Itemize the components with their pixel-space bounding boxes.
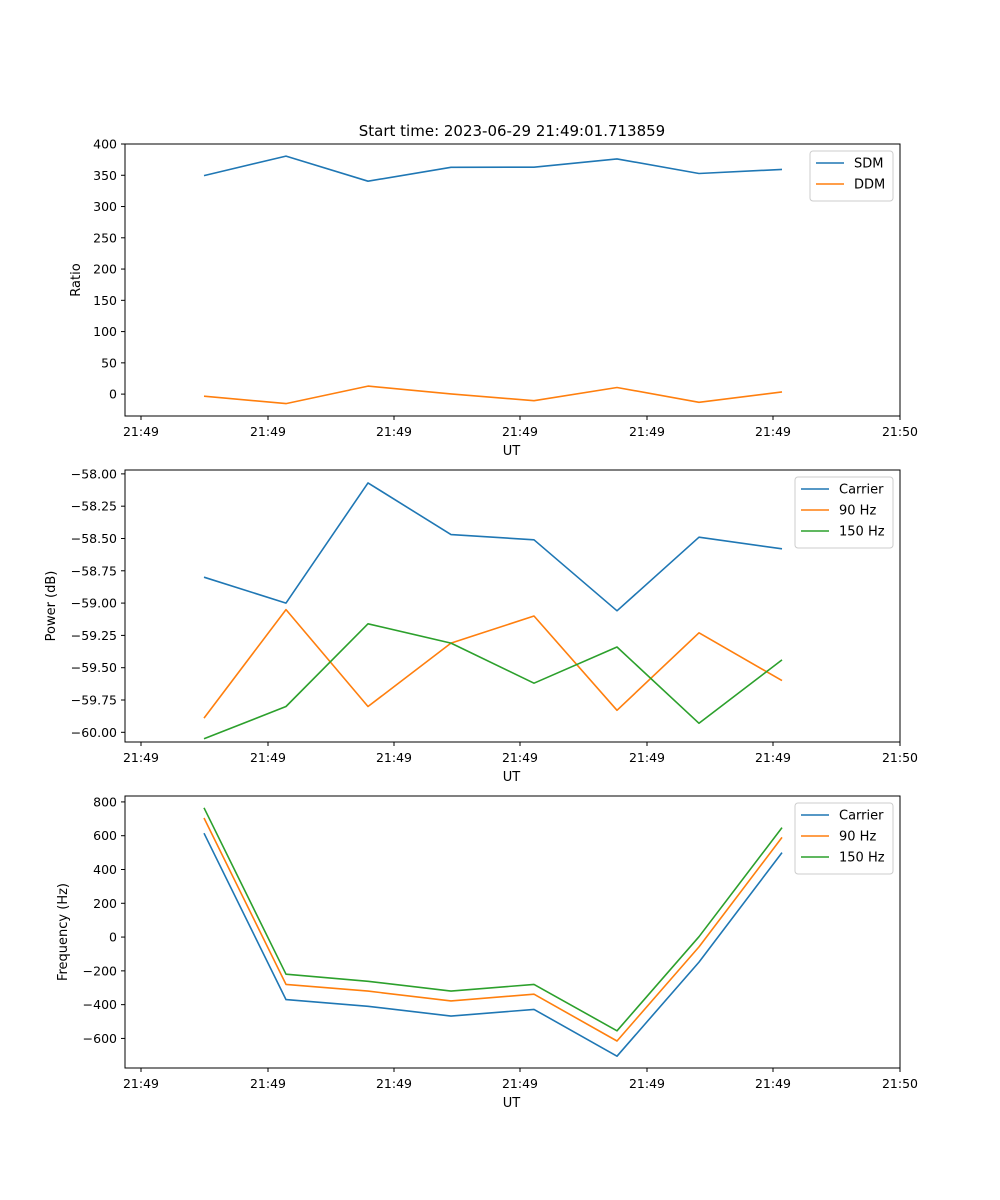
y-tick-label: 350 xyxy=(93,168,117,183)
x-tick-label: 21:50 xyxy=(882,1076,918,1091)
y-tick-label: −58.25 xyxy=(71,499,117,514)
x-tick-label: 21:49 xyxy=(502,750,538,765)
axes-frame xyxy=(124,469,901,743)
legend: Carrier 90 Hz 150 Hz xyxy=(794,476,894,549)
legend-entry: Carrier xyxy=(839,483,884,498)
y-tick-label: −59.50 xyxy=(71,660,117,675)
y-axis-label: Power (dB) xyxy=(44,571,59,642)
series-line-carrier xyxy=(203,832,783,1057)
ratio-chart: 21:49 21:49 21:49 21:49 21:49 21:49 21:50 0 50 10… xyxy=(69,137,918,460)
axes-frame xyxy=(124,143,901,417)
x-axis-label: UT xyxy=(503,1096,521,1111)
legend-entry: Carrier xyxy=(839,809,884,824)
x-tick-label: 21:49 xyxy=(376,424,412,439)
y-tick-label: 300 xyxy=(93,199,117,214)
y-tick-label: 150 xyxy=(93,293,117,308)
legend: SDM DDM xyxy=(809,150,894,202)
y-tick-label: 600 xyxy=(93,828,117,843)
legend-entry: 90 Hz xyxy=(839,830,876,845)
series-line-sdm xyxy=(203,155,783,182)
x-tick-label: 21:49 xyxy=(250,1076,286,1091)
legend: Carrier 90 Hz 150 Hz xyxy=(794,802,894,875)
x-axis-label: UT xyxy=(503,770,521,785)
x-tick-label: 21:49 xyxy=(250,424,286,439)
x-tick-label: 21:49 xyxy=(250,750,286,765)
x-tick-label: 21:49 xyxy=(629,424,665,439)
y-tick-label: −58.00 xyxy=(71,466,117,481)
x-tick-label: 21:49 xyxy=(123,1076,159,1091)
y-tick-label: −59.25 xyxy=(71,628,117,643)
x-tick-label: 21:49 xyxy=(123,424,159,439)
y-tick-label: −200 xyxy=(83,963,117,978)
series-line-90-hz xyxy=(203,608,783,719)
x-tick-label: 21:49 xyxy=(502,424,538,439)
y-axis-label: Frequency (Hz) xyxy=(56,883,71,981)
y-tick-label: −60.00 xyxy=(71,725,117,740)
x-tick-label: 21:49 xyxy=(629,750,665,765)
legend-entry: DDM xyxy=(854,178,885,193)
x-tick-label: 21:49 xyxy=(123,750,159,765)
y-tick-label: 400 xyxy=(93,862,117,877)
y-tick-label: 0 xyxy=(109,387,117,402)
y-tick-label: 200 xyxy=(93,896,117,911)
legend-entry: SDM xyxy=(854,157,883,172)
power-chart: 21:49 21:49 21:49 21:49 21:49 21:49 21:50 −60.0… xyxy=(44,466,918,785)
y-tick-label: 250 xyxy=(93,230,117,245)
series-line-carrier xyxy=(203,482,783,612)
x-tick-label: 21:49 xyxy=(755,424,791,439)
y-tick-label: 100 xyxy=(93,324,117,339)
y-tick-label: −400 xyxy=(83,997,117,1012)
axes-frame xyxy=(124,795,901,1069)
x-axis-label: UT xyxy=(503,444,521,459)
x-tick-label: 21:50 xyxy=(882,750,918,765)
y-tick-label: 50 xyxy=(101,355,117,370)
y-tick-label: −58.50 xyxy=(71,531,117,546)
y-tick-label: 800 xyxy=(93,794,117,809)
series-line-ddm xyxy=(203,385,783,405)
y-tick-label: 0 xyxy=(109,930,117,945)
series-line-90-hz xyxy=(203,817,783,1042)
series-line-150-hz xyxy=(203,807,783,1032)
legend-entry: 150 Hz xyxy=(839,525,885,540)
legend-entry: 150 Hz xyxy=(839,851,885,866)
x-tick-label: 21:49 xyxy=(629,1076,665,1091)
y-tick-label: −600 xyxy=(83,1031,117,1046)
x-tick-label: 21:50 xyxy=(882,424,918,439)
x-tick-label: 21:49 xyxy=(376,1076,412,1091)
x-tick-label: 21:49 xyxy=(755,1076,791,1091)
x-tick-label: 21:49 xyxy=(755,750,791,765)
y-tick-label: 400 xyxy=(93,137,117,152)
y-tick-label: −59.75 xyxy=(71,693,117,708)
frequency-chart: 21:49 21:49 21:49 21:49 21:49 21:49 21:50 −600 −… xyxy=(56,794,918,1111)
y-tick-label: −58.75 xyxy=(71,563,117,578)
y-axis-label: Ratio xyxy=(69,263,84,296)
legend-entry: 90 Hz xyxy=(839,504,876,519)
figure-title: Start time: 2023-06-29 21:49:01.713859 xyxy=(359,122,665,140)
y-tick-label: −59.00 xyxy=(71,596,117,611)
x-tick-label: 21:49 xyxy=(376,750,412,765)
y-tick-label: 200 xyxy=(93,262,117,277)
x-tick-label: 21:49 xyxy=(502,1076,538,1091)
series-line-150-hz xyxy=(203,622,783,740)
